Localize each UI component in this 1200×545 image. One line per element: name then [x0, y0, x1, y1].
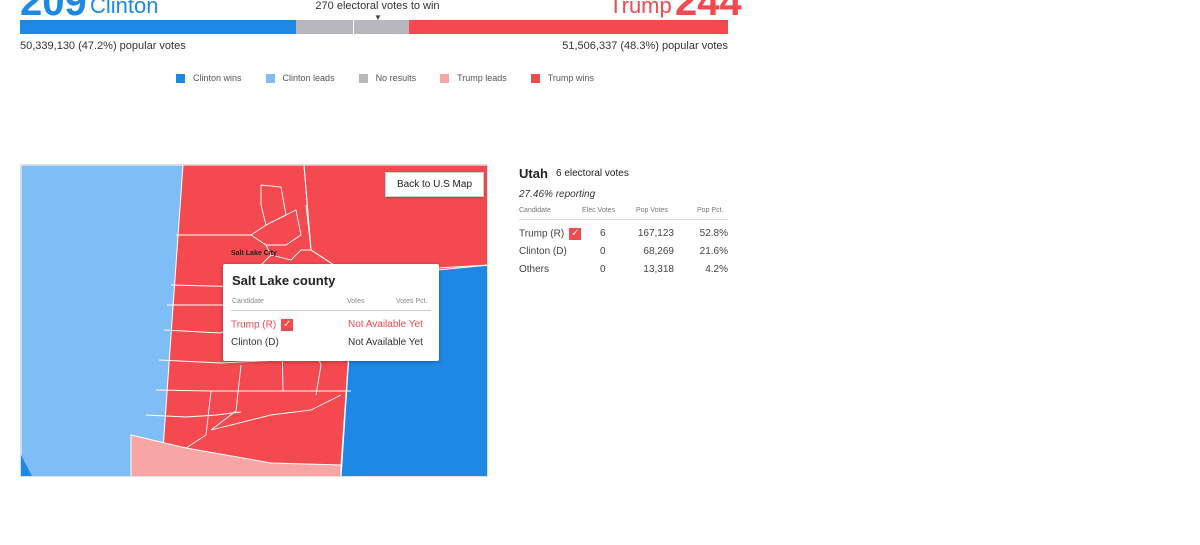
panel-candidate-trump: Trump (R) ✓: [519, 228, 582, 240]
state-electoral-votes: 6 electoral votes: [556, 168, 629, 179]
legend-swatch: [530, 73, 540, 83]
panel-header-candidate: Candidate: [519, 207, 551, 214]
panel-header-elec-votes: Elec Votes: [582, 207, 616, 214]
clinton-electoral-count: 209: [20, 0, 87, 24]
nevada-region: [21, 165, 184, 476]
legend-item: Clinton wins: [176, 73, 242, 83]
no-results-bar-segment: [296, 20, 410, 34]
panel-candidate-trump-label: Trump (R): [519, 228, 565, 240]
tooltip-header-votes: Votes: [347, 298, 365, 305]
panel-pct-trump: 52.8%: [699, 228, 728, 239]
panel-elec-clinton: 0: [600, 246, 606, 257]
legend-item: No results: [358, 73, 417, 83]
legend-label: No results: [375, 73, 417, 83]
trump-popular-votes: 51,506,337 (48.3%) popular votes: [562, 40, 728, 52]
tooltip-status-trump: Not Available Yet: [348, 319, 423, 330]
panel-pct-others: 4.2%: [705, 264, 728, 275]
reporting-percentage: 27.46% reporting: [519, 189, 596, 200]
legend-label: Clinton wins: [193, 73, 242, 83]
panel-divider: [519, 219, 728, 220]
tooltip-row-trump: Trump (R) ✓: [231, 319, 294, 331]
tooltip-title: Salt Lake county: [232, 273, 336, 288]
tooltip-status-clinton: Not Available Yet: [348, 337, 423, 348]
panel-pop-clinton: 68,269: [643, 246, 674, 257]
legend-label: Trump wins: [547, 73, 594, 83]
panel-pct-clinton: 21.6%: [699, 246, 728, 257]
legend-swatch: [176, 73, 185, 83]
tooltip-header-pct: Votes Pct.: [396, 298, 428, 305]
clinton-name: Clinton: [90, 0, 159, 18]
legend-label: Clinton leads: [282, 73, 335, 83]
legend-item: Trump leads: [440, 73, 507, 83]
legend-swatch: [358, 73, 368, 83]
panel-elec-trump: 6: [600, 228, 606, 239]
panel-pop-trump: 167,123: [637, 228, 674, 239]
trump-name: Trump: [609, 0, 672, 18]
legend-swatch: [265, 73, 275, 83]
trump-electoral-count: 244: [675, 0, 742, 24]
state-name: Utah: [519, 166, 548, 181]
map-legend: Clinton wins Clinton leads No results Trump…: [176, 73, 618, 83]
back-to-us-map-button[interactable]: Back to U.S Map: [385, 172, 484, 197]
tooltip-divider: [231, 310, 431, 311]
trump-bar-segment: [409, 20, 728, 34]
county-tooltip: Salt Lake county Candidate Votes Votes P…: [223, 264, 439, 361]
panel-pop-others: 13,318: [643, 264, 674, 275]
electoral-progress-bar: [20, 20, 728, 34]
winner-check-icon: ✓: [569, 228, 582, 240]
to-win-label: 270 electoral votes to win: [315, 0, 440, 12]
legend-item: Clinton leads: [265, 73, 335, 83]
tooltip-candidate-clinton: Clinton (D): [231, 337, 279, 348]
clinton-bar-segment: [20, 20, 297, 34]
panel-header-pop-pct: Pop Pct.: [697, 207, 724, 214]
clinton-popular-votes: 50,339,130 (47.2%) popular votes: [20, 40, 186, 52]
winner-check-icon: ✓: [281, 319, 294, 331]
legend-swatch: [440, 73, 450, 83]
panel-header-pop-votes: Pop Votes: [636, 207, 668, 214]
threshold-marker-icon: ▼: [374, 13, 382, 22]
threshold-line: [352, 20, 354, 34]
legend-item: Trump wins: [530, 73, 594, 83]
tooltip-candidate-trump: Trump (R): [231, 319, 277, 331]
panel-elec-others: 0: [600, 264, 606, 275]
panel-candidate-clinton: Clinton (D): [519, 246, 567, 257]
city-label-salt-lake: Salt Lake City: [231, 250, 277, 257]
legend-label: Trump leads: [457, 73, 507, 83]
panel-candidate-others: Others: [519, 264, 550, 275]
tooltip-header-candidate: Candidate: [232, 298, 264, 305]
